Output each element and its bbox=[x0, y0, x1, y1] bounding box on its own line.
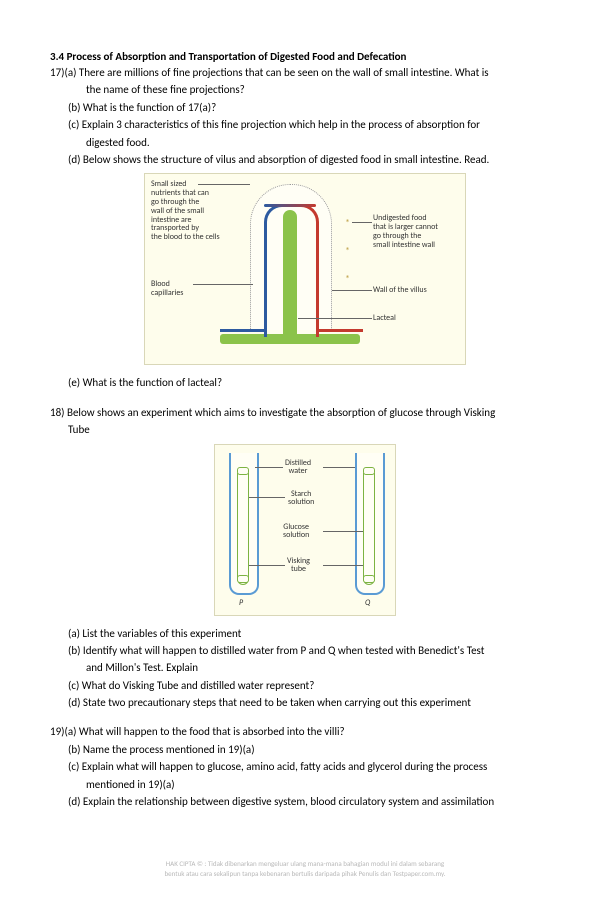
page: 3.4 Process of Absorption and Transporta… bbox=[0, 0, 600, 908]
fig1-wall-label: Wall of the villus bbox=[373, 286, 427, 295]
q19c-line1: (c) Explain what will happen to glucose,… bbox=[50, 759, 560, 774]
q19a: 19)(a) What will happen to the food that… bbox=[50, 724, 560, 739]
fig2-g2: solution bbox=[283, 530, 309, 540]
q17c-line1: (c) Explain 3 characteristics of this fi… bbox=[50, 117, 560, 132]
q19c-line2: mentioned in 19)(a) bbox=[50, 777, 560, 792]
fig1-u4: small intestine wall bbox=[373, 240, 435, 250]
footer: HAK CIPTA © : Tidak dibenarkan mengeluar… bbox=[50, 859, 560, 877]
q17e: (e) What is the function of lacteal? bbox=[50, 375, 560, 390]
fig2-s2: solution bbox=[288, 497, 314, 507]
fig1-blood-label: Blood capillaries bbox=[151, 280, 183, 298]
asterisk-icon: * bbox=[345, 244, 350, 257]
q18c: (c) What do Visking Tube and distilled w… bbox=[50, 678, 560, 693]
fig2-v2: tube bbox=[291, 564, 306, 574]
q19b: (b) Name the process mentioned in 19)(a) bbox=[50, 742, 560, 757]
fig2-visking-label: Visking tube bbox=[287, 557, 310, 575]
q18a: (a) List the variables of this experimen… bbox=[50, 626, 560, 641]
q18d: (d) State two precautionary steps that n… bbox=[50, 695, 560, 710]
fig2-starch-label: Starch solution bbox=[288, 490, 314, 508]
fig2-p-label: P bbox=[239, 599, 243, 608]
q17b: (b) What is the function of 17(a)? bbox=[50, 100, 560, 115]
footer-line1: HAK CIPTA © : Tidak dibenarkan mengeluar… bbox=[166, 859, 444, 868]
asterisk-icon: * bbox=[345, 216, 350, 229]
section-title: 3.4 Process of Absorption and Transporta… bbox=[50, 50, 560, 63]
q17d: (d) Below shows the structure of vilus a… bbox=[50, 152, 560, 167]
fig2-d2: water bbox=[289, 466, 308, 476]
fig2-glucose-label: Glucose solution bbox=[283, 523, 309, 541]
q19d: (d) Explain the relationship between dig… bbox=[50, 794, 560, 809]
fig2-q-label: Q bbox=[365, 599, 370, 608]
fig1-nutrients-label: Small sized nutrients that can go throug… bbox=[151, 180, 220, 242]
q18-intro2: Tube bbox=[50, 422, 560, 437]
fig2-distilled-label: Distilled water bbox=[285, 459, 311, 477]
figure2-wrap: Distilled water Starch solution Glucose … bbox=[50, 444, 560, 616]
fig1-lacteal-label: Lacteal bbox=[373, 314, 396, 323]
q17a-line1: 17)(a) There are millions of fine projec… bbox=[50, 65, 560, 80]
q17c-line2: digested food. bbox=[50, 135, 560, 150]
figure1-wrap: Small sized nutrients that can go throug… bbox=[50, 173, 560, 365]
figure1: Small sized nutrients that can go throug… bbox=[144, 173, 466, 365]
fig1-undigested-label: Undigested food that is larger cannot go… bbox=[373, 214, 438, 249]
q17a-line2: the name of these fine projections? bbox=[50, 82, 560, 97]
fig1-b2: capillaries bbox=[151, 288, 183, 298]
q18b-line2: and Millon's Test. Explain bbox=[50, 660, 560, 675]
figure2: Distilled water Starch solution Glucose … bbox=[214, 444, 396, 616]
fig1-n7: the blood to the cells bbox=[151, 232, 220, 242]
asterisk-icon: * bbox=[345, 272, 350, 285]
q18b-line1: (b) Identify what will happen to distill… bbox=[50, 643, 560, 658]
q18-intro1: 18) Below shows an experiment which aims… bbox=[50, 405, 560, 420]
footer-line2: bentuk atau cara sekalipun tanpa kebenar… bbox=[164, 869, 445, 878]
